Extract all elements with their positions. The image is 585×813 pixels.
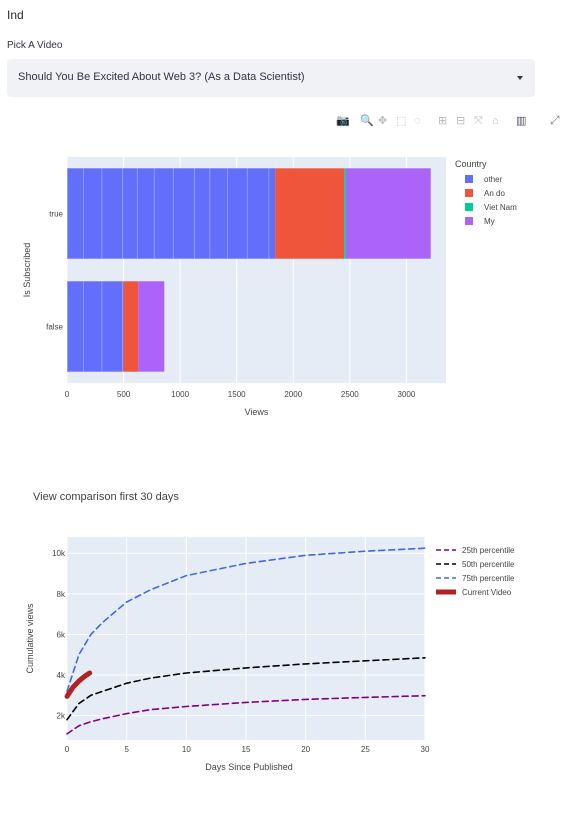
legend-label: other <box>484 175 503 184</box>
x-tick-label: 15 <box>242 745 251 754</box>
series-line-25th-percentile <box>66 694 426 735</box>
video-select[interactable]: Should You Be Excited About Web 3? (As a… <box>7 59 535 97</box>
bar-false-other <box>67 281 124 372</box>
fullscreen-icon[interactable]: ⤢ <box>550 113 560 127</box>
y-tick-label: 6k <box>57 630 66 639</box>
series-line-50th-percentile <box>66 657 426 721</box>
x-axis-title: Days Since Published <box>205 762 293 772</box>
pan-icon[interactable]: ✥ <box>378 115 388 127</box>
subscribed-views-chart: 0 500 1000 1500 2000 2500 3000 true false Views Is… <box>22 157 517 417</box>
bar-segment-divider <box>246 168 248 259</box>
x-tick-label: 30 <box>421 745 430 754</box>
bar-true-other <box>67 168 276 259</box>
bar-segment-divider <box>172 168 174 259</box>
bar-segment-divider <box>136 168 138 259</box>
x-tick-label: 1000 <box>171 390 189 399</box>
bar-segment-divider <box>67 281 68 372</box>
x-tick-label: 0 <box>65 745 70 754</box>
chart-title: View comparison first 30 days <box>33 491 179 503</box>
x-tick-label: 3000 <box>398 390 416 399</box>
bar-segment-divider <box>227 168 228 259</box>
bar-segment-divider <box>101 168 103 259</box>
x-tick-label: 0 <box>65 390 70 399</box>
y-tick-label: 10k <box>52 549 66 558</box>
reset-axes-icon[interactable]: ⌂ <box>492 115 499 127</box>
bar-false-an-do <box>123 281 139 372</box>
x-axis-title: Views <box>245 407 269 417</box>
bar-segment-divider <box>268 168 270 259</box>
legend-label: Current Video <box>462 588 512 597</box>
view-comparison-chart: View comparison first 30 days 0 5 10 15 20 25 3… <box>25 491 515 772</box>
lasso-icon[interactable]: ◌ <box>414 115 421 127</box>
legend-swatch <box>465 217 473 225</box>
bar-segment-divider <box>121 168 123 259</box>
plotly-logo-icon[interactable]: ▥ <box>516 115 527 127</box>
series-line-75th-percentile <box>66 547 426 693</box>
x-tick-label: 2000 <box>284 390 302 399</box>
bar-segment-divider <box>193 168 195 259</box>
y-tick-label: true <box>49 210 63 219</box>
bar-segment-divider <box>209 168 211 259</box>
bar-false-my <box>138 281 165 372</box>
y-axis-title: Is Subscribed <box>22 243 32 298</box>
x-tick-label: 5 <box>124 745 129 754</box>
legend-title: Country <box>455 159 487 169</box>
zoom-out-icon[interactable]: ⊟ <box>456 115 466 127</box>
box-select-icon[interactable]: ⬚ <box>396 115 407 127</box>
zoom-in-icon[interactable]: ⊞ <box>438 115 448 127</box>
video-select-value: Should You Be Excited About Web 3? (As a… <box>18 71 305 83</box>
x-tick-label: 25 <box>361 745 370 754</box>
video-picker-label: Pick A Video <box>7 40 63 51</box>
bar-segment-divider <box>83 281 84 372</box>
bar-segment-divider <box>153 168 155 259</box>
bar-segment-divider <box>121 281 123 372</box>
y-tick-label: false <box>46 323 63 332</box>
legend-label: 75th percentile <box>462 574 515 583</box>
app-title: Ind <box>7 8 24 22</box>
legend-label: An do <box>484 189 505 198</box>
bar-segment-divider <box>83 168 84 259</box>
x-tick-label: 20 <box>301 745 310 754</box>
legend-swatch <box>465 189 473 197</box>
series-line-current-video <box>64 670 93 699</box>
x-tick-label: 1500 <box>228 390 246 399</box>
bar-true-viet-nam <box>344 168 346 259</box>
bar-segment-divider <box>101 281 103 372</box>
chevron-down-icon <box>517 76 523 80</box>
y-tick-label: 8k <box>57 590 66 599</box>
bar-true-an-do <box>275 168 345 259</box>
y-tick-label: 4k <box>57 671 66 680</box>
legend-label: My <box>484 217 495 226</box>
x-tick-label: 10 <box>182 745 191 754</box>
bar-true-my <box>345 168 431 259</box>
x-tick-label: 2500 <box>341 390 359 399</box>
autoscale-icon[interactable]: ⤧ <box>474 115 483 127</box>
bar-segment-divider <box>67 168 68 259</box>
x-tick-label: 500 <box>117 390 131 399</box>
legend-swatch <box>465 203 473 211</box>
y-axis-title: Cumulative views <box>25 603 35 674</box>
zoom-icon[interactable]: 🔍 <box>360 115 374 127</box>
y-tick-label: 2k <box>57 712 66 721</box>
legend-swatch <box>465 175 473 183</box>
legend-label: 25th percentile <box>462 546 515 555</box>
legend-label: 50th percentile <box>462 560 515 569</box>
camera-icon[interactable]: 📷 <box>336 115 350 127</box>
legend-label: Viet Nam <box>484 203 517 212</box>
